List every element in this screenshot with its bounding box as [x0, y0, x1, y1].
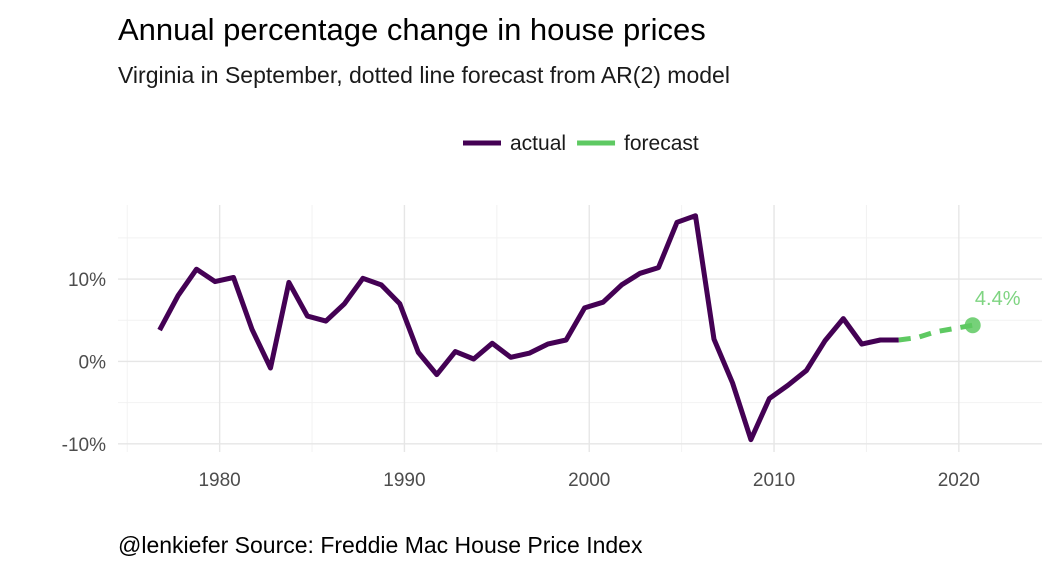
legend: actual forecast: [463, 132, 699, 155]
annotation-group: 4.4%: [964, 288, 1021, 334]
forecast-point: [964, 317, 981, 334]
y-tick-label: -10%: [62, 435, 106, 456]
forecast-label: 4.4%: [975, 288, 1021, 310]
chart-title: Annual percentage change in house prices: [118, 12, 706, 47]
legend-label-actual: actual: [510, 132, 566, 155]
y-tick-label: 10%: [68, 270, 106, 291]
grid-lines: [118, 205, 1042, 452]
chart-caption: @lenkiefer Source: Freddie Mac House Pri…: [118, 532, 643, 558]
x-tick-label: 2020: [938, 470, 980, 491]
x-tick-label: 1980: [198, 470, 240, 491]
y-tick-label: 0%: [79, 352, 107, 373]
axis-labels: 1980 1990 2000 2010 2020 -10% 0% 10%: [62, 270, 980, 491]
series-lines: [157, 213, 974, 443]
x-tick-label: 1990: [383, 470, 425, 491]
legend-label-forecast: forecast: [624, 132, 699, 155]
chart-subtitle: Virginia in September, dotted line forec…: [118, 62, 730, 88]
x-tick-label: 2000: [568, 470, 610, 491]
series-line-forecast: [898, 322, 974, 343]
series-line-actual: [157, 213, 899, 443]
x-tick-label: 2010: [753, 470, 795, 491]
